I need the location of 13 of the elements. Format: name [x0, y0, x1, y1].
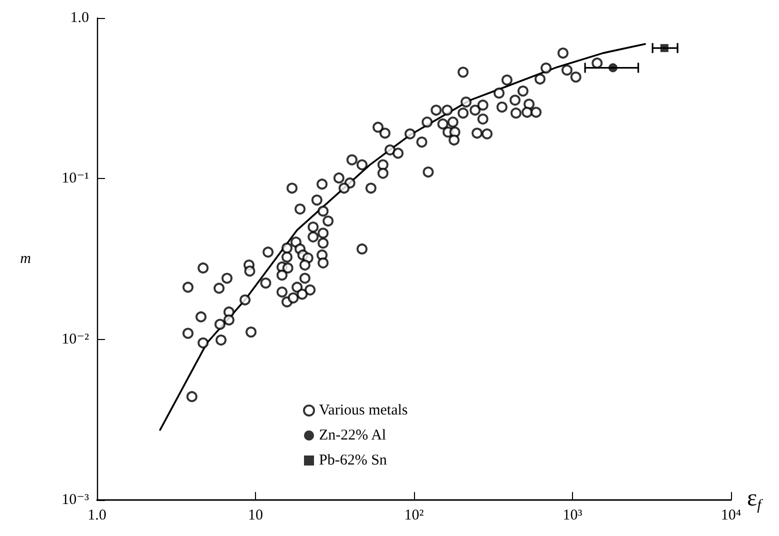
legend-label: Various metals — [319, 402, 408, 418]
legend-label: Zn-22% Al — [319, 428, 386, 444]
x-tick-label: 10² — [404, 508, 424, 524]
x-tick-label: 10 — [248, 508, 263, 524]
x-tick-label: 1.0 — [88, 508, 106, 524]
x-tick-label: 10³ — [562, 508, 583, 524]
y-tick-label: 10⁻² — [62, 331, 90, 348]
legend-label: Pb-62% Sn — [319, 452, 388, 468]
x-tick-label: 10⁴ — [720, 508, 742, 524]
y-tick-label: 10⁻³ — [62, 492, 90, 508]
y-tick-label: 1.0 — [70, 10, 89, 26]
y-tick-label: 10⁻¹ — [62, 170, 89, 187]
y-axis-title: m — [20, 251, 32, 267]
